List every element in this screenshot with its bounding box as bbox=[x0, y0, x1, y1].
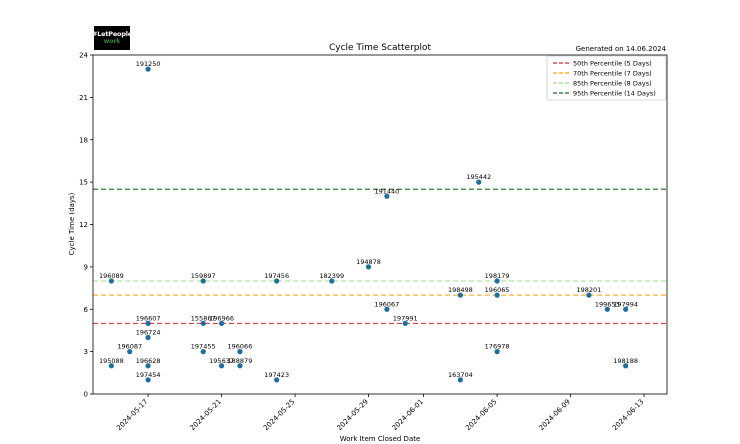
data-point-196087 bbox=[127, 349, 133, 355]
data-point-159897 bbox=[200, 278, 206, 284]
x-tick-label-4: 2024-06-01 bbox=[391, 398, 425, 432]
data-point-155867 bbox=[200, 320, 206, 326]
data-point-196089 bbox=[108, 278, 114, 284]
point-label-197455: 197455 bbox=[191, 343, 216, 351]
axes: 0 3 6 9 12 15 18 21 24 2024-05-17 2024-05-21 2024-0… bbox=[79, 52, 668, 432]
point-label-163704: 163704 bbox=[448, 371, 473, 379]
x-axis-label: Work Item Closed Date bbox=[340, 435, 421, 443]
data-point-191440 bbox=[384, 193, 390, 199]
data-point-197423 bbox=[274, 377, 280, 383]
logo-line-2: work bbox=[103, 38, 121, 46]
data-points: 196089 195088 196087 191250 196607 196724 1966… bbox=[99, 60, 638, 383]
data-point-198498 bbox=[457, 292, 463, 298]
y-tick-label-6: 18 bbox=[79, 136, 88, 144]
point-label-196089: 196089 bbox=[99, 272, 124, 280]
point-label-198201: 198201 bbox=[577, 286, 602, 294]
data-point-191250 bbox=[145, 66, 151, 72]
point-label-195088: 195088 bbox=[99, 357, 124, 365]
point-label-188879: 188879 bbox=[228, 357, 253, 365]
data-point-182399 bbox=[329, 278, 335, 284]
data-point-196966 bbox=[218, 320, 225, 326]
legend-label-1: 70th Percentile (7 Days) bbox=[573, 70, 652, 78]
generated-date: Generated on 14.06.2024 bbox=[576, 45, 667, 53]
point-label-176978: 176978 bbox=[485, 343, 510, 351]
legend-label-3: 95th Percentile (14 Days) bbox=[573, 90, 656, 98]
legend: 50th Percentile (5 Days) 70th Percentile … bbox=[546, 55, 667, 101]
y-tick-label-3: 9 bbox=[84, 263, 88, 271]
point-label-199653: 199653 bbox=[595, 300, 620, 308]
data-point-195442 bbox=[476, 179, 482, 185]
data-point-196065 bbox=[494, 292, 500, 298]
point-label-196628: 196628 bbox=[136, 357, 161, 365]
data-point-197455 bbox=[200, 349, 206, 355]
point-label-182399: 182399 bbox=[319, 272, 344, 280]
y-tick-label-7: 21 bbox=[79, 94, 88, 102]
x-tick-label-5: 2024-06-05 bbox=[464, 398, 498, 432]
point-label-196065: 196065 bbox=[485, 286, 510, 294]
point-label-196087: 196087 bbox=[117, 343, 142, 351]
data-point-196607 bbox=[145, 320, 151, 326]
data-point-176978 bbox=[494, 349, 500, 355]
point-label-197456: 197456 bbox=[264, 272, 289, 280]
y-tick-label-5: 15 bbox=[79, 179, 88, 187]
x-tick-label-1: 2024-05-21 bbox=[189, 398, 223, 432]
data-point-163704 bbox=[457, 377, 463, 383]
letpeople-logo: #LetPeople work bbox=[91, 26, 133, 50]
point-label-191250: 191250 bbox=[136, 60, 161, 68]
point-label-198188: 198188 bbox=[613, 357, 638, 365]
point-label-197991: 197991 bbox=[393, 314, 418, 322]
y-tick-label-2: 6 bbox=[84, 306, 89, 314]
y-tick-label-4: 12 bbox=[79, 221, 88, 229]
data-point-195088 bbox=[108, 363, 114, 369]
x-tick-label-7: 2024-06-13 bbox=[611, 398, 645, 432]
point-label-198498: 198498 bbox=[448, 286, 473, 294]
data-point-199653 bbox=[604, 306, 610, 312]
point-label-197994: 197994 bbox=[613, 300, 638, 308]
data-point-198201 bbox=[586, 292, 592, 298]
data-point-196628 bbox=[145, 363, 151, 369]
point-label-196066: 196066 bbox=[228, 343, 253, 351]
point-label-195637: 195637 bbox=[209, 357, 234, 365]
x-tick-label-3: 2024-05-29 bbox=[336, 398, 370, 432]
data-point-196724 bbox=[145, 334, 151, 341]
data-point-195637 bbox=[218, 363, 225, 369]
point-label-197454: 197454 bbox=[136, 371, 161, 379]
legend-box bbox=[546, 55, 667, 101]
plot-frame bbox=[92, 54, 668, 395]
data-point-197991 bbox=[402, 320, 408, 326]
data-point-196066 bbox=[237, 349, 243, 355]
data-point-198188 bbox=[623, 363, 629, 369]
point-label-159897: 159897 bbox=[191, 272, 216, 280]
point-label-195442: 195442 bbox=[466, 173, 491, 181]
legend-label-2: 85th Percentile (8 Days) bbox=[573, 80, 652, 88]
y-tick-label-1: 3 bbox=[84, 348, 88, 356]
point-label-196607: 196607 bbox=[136, 314, 161, 322]
point-label-196067: 196067 bbox=[374, 300, 399, 308]
y-tick-label-0: 0 bbox=[84, 391, 88, 399]
y-tick-label-8: 24 bbox=[79, 52, 88, 60]
logo-line-1: #LetPeople bbox=[91, 29, 133, 38]
x-tick-label-2: 2024-05-25 bbox=[262, 398, 296, 432]
x-tick-label-6: 2024-06-09 bbox=[538, 398, 572, 432]
data-point-198179 bbox=[494, 278, 500, 284]
y-axis-label: Cycle Time (days) bbox=[68, 192, 76, 255]
point-label-197423: 197423 bbox=[264, 371, 289, 379]
data-point-196067 bbox=[384, 306, 390, 312]
chart-title: Cycle Time Scatterplot bbox=[329, 43, 432, 53]
x-tick-label-0: 2024-05-17 bbox=[115, 398, 149, 432]
point-label-191440: 191440 bbox=[374, 187, 399, 195]
point-label-194878: 194878 bbox=[356, 258, 381, 266]
legend-label-0: 50th Percentile (5 Days) bbox=[573, 60, 652, 68]
point-label-196966: 196966 bbox=[209, 314, 234, 322]
point-label-155867: 155867 bbox=[191, 314, 216, 322]
data-point-197456 bbox=[274, 278, 280, 284]
data-point-197994 bbox=[623, 306, 629, 312]
data-point-197454 bbox=[145, 377, 151, 383]
data-point-194878 bbox=[365, 264, 372, 270]
point-label-196724: 196724 bbox=[136, 329, 161, 337]
data-point-188879 bbox=[237, 363, 243, 369]
point-label-198179: 198179 bbox=[485, 272, 510, 280]
